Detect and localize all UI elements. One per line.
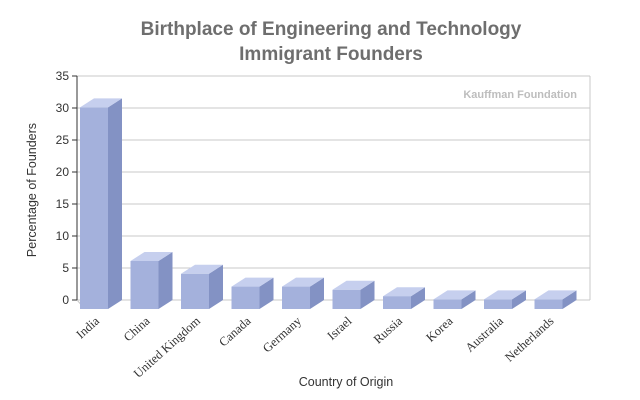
bar-top-face: [332, 280, 375, 290]
bar-front-face: [181, 273, 209, 309]
bar-side-face: [158, 252, 173, 309]
bar-netherlands: [534, 290, 577, 309]
y-tick-label: 35: [56, 69, 70, 83]
bar-korea: [433, 290, 476, 309]
bar-top-face: [534, 290, 577, 300]
x-tick-label: Russia: [371, 314, 405, 347]
bar-top-face: [433, 290, 476, 300]
bar-top-face: [484, 290, 526, 300]
x-tick-label: Korea: [423, 314, 455, 345]
bar-front-face: [383, 296, 411, 309]
bar-front-face: [534, 299, 563, 309]
bar-side-face: [461, 290, 476, 309]
bar-top-face: [231, 277, 274, 287]
x-tick-label: Australia: [463, 314, 507, 355]
bar-front-face: [433, 299, 462, 309]
x-tick-label: India: [74, 314, 103, 342]
y-tick-label: 30: [56, 101, 70, 115]
chart-title-line-1: Birthplace of Engineering and Technology: [141, 19, 522, 40]
bar-top-face: [80, 98, 122, 108]
x-tick-label: Germany: [260, 313, 304, 355]
bar-side-face: [512, 290, 526, 309]
bar-germany: [282, 277, 324, 309]
bar-side-face: [310, 277, 324, 309]
bar-side-face: [209, 264, 223, 309]
bar-front-face: [80, 107, 108, 310]
x-tick-label: Canada: [216, 314, 254, 350]
bars-layer: [80, 98, 577, 310]
y-tick-label: 10: [56, 229, 70, 243]
bar-top-face: [130, 252, 173, 261]
x-tick-label: China: [121, 314, 153, 345]
bar-china: [130, 252, 173, 309]
y-tick-label: 15: [56, 197, 70, 211]
y-tick-label: 20: [56, 165, 70, 179]
bar-top-face: [181, 264, 223, 274]
bar-top-face: [282, 277, 324, 287]
x-tick-label: Netherlands: [502, 314, 556, 365]
chart-title-line-2: Immigrant Founders: [239, 44, 423, 65]
source-label: Kauffman Foundation: [463, 89, 577, 101]
bar-side-face: [259, 277, 274, 309]
bar-side-face: [360, 280, 375, 309]
bar-front-face: [231, 286, 260, 309]
bar-top-face: [383, 287, 425, 297]
bar-side-face: [108, 98, 122, 310]
bar-front-face: [282, 286, 310, 309]
bar-united-kingdom: [181, 264, 223, 309]
bar-israel: [332, 280, 375, 309]
bar-front-face: [332, 289, 361, 309]
bar-india: [80, 98, 122, 310]
bar-australia: [484, 290, 526, 309]
bar-front-face: [130, 261, 159, 309]
bar-canada: [231, 277, 274, 309]
bar-side-face: [411, 287, 425, 309]
y-axis-title: Percentage of Founders: [25, 123, 39, 257]
x-tick-label: Israel: [325, 313, 355, 342]
y-tick-label: 0: [62, 293, 69, 307]
x-axis-title: Country of Origin: [299, 375, 394, 389]
bar-front-face: [484, 299, 512, 309]
y-tick-label: 25: [56, 133, 70, 147]
y-tick-label: 5: [62, 261, 69, 275]
bar-side-face: [562, 290, 577, 309]
bar-russia: [383, 287, 425, 309]
